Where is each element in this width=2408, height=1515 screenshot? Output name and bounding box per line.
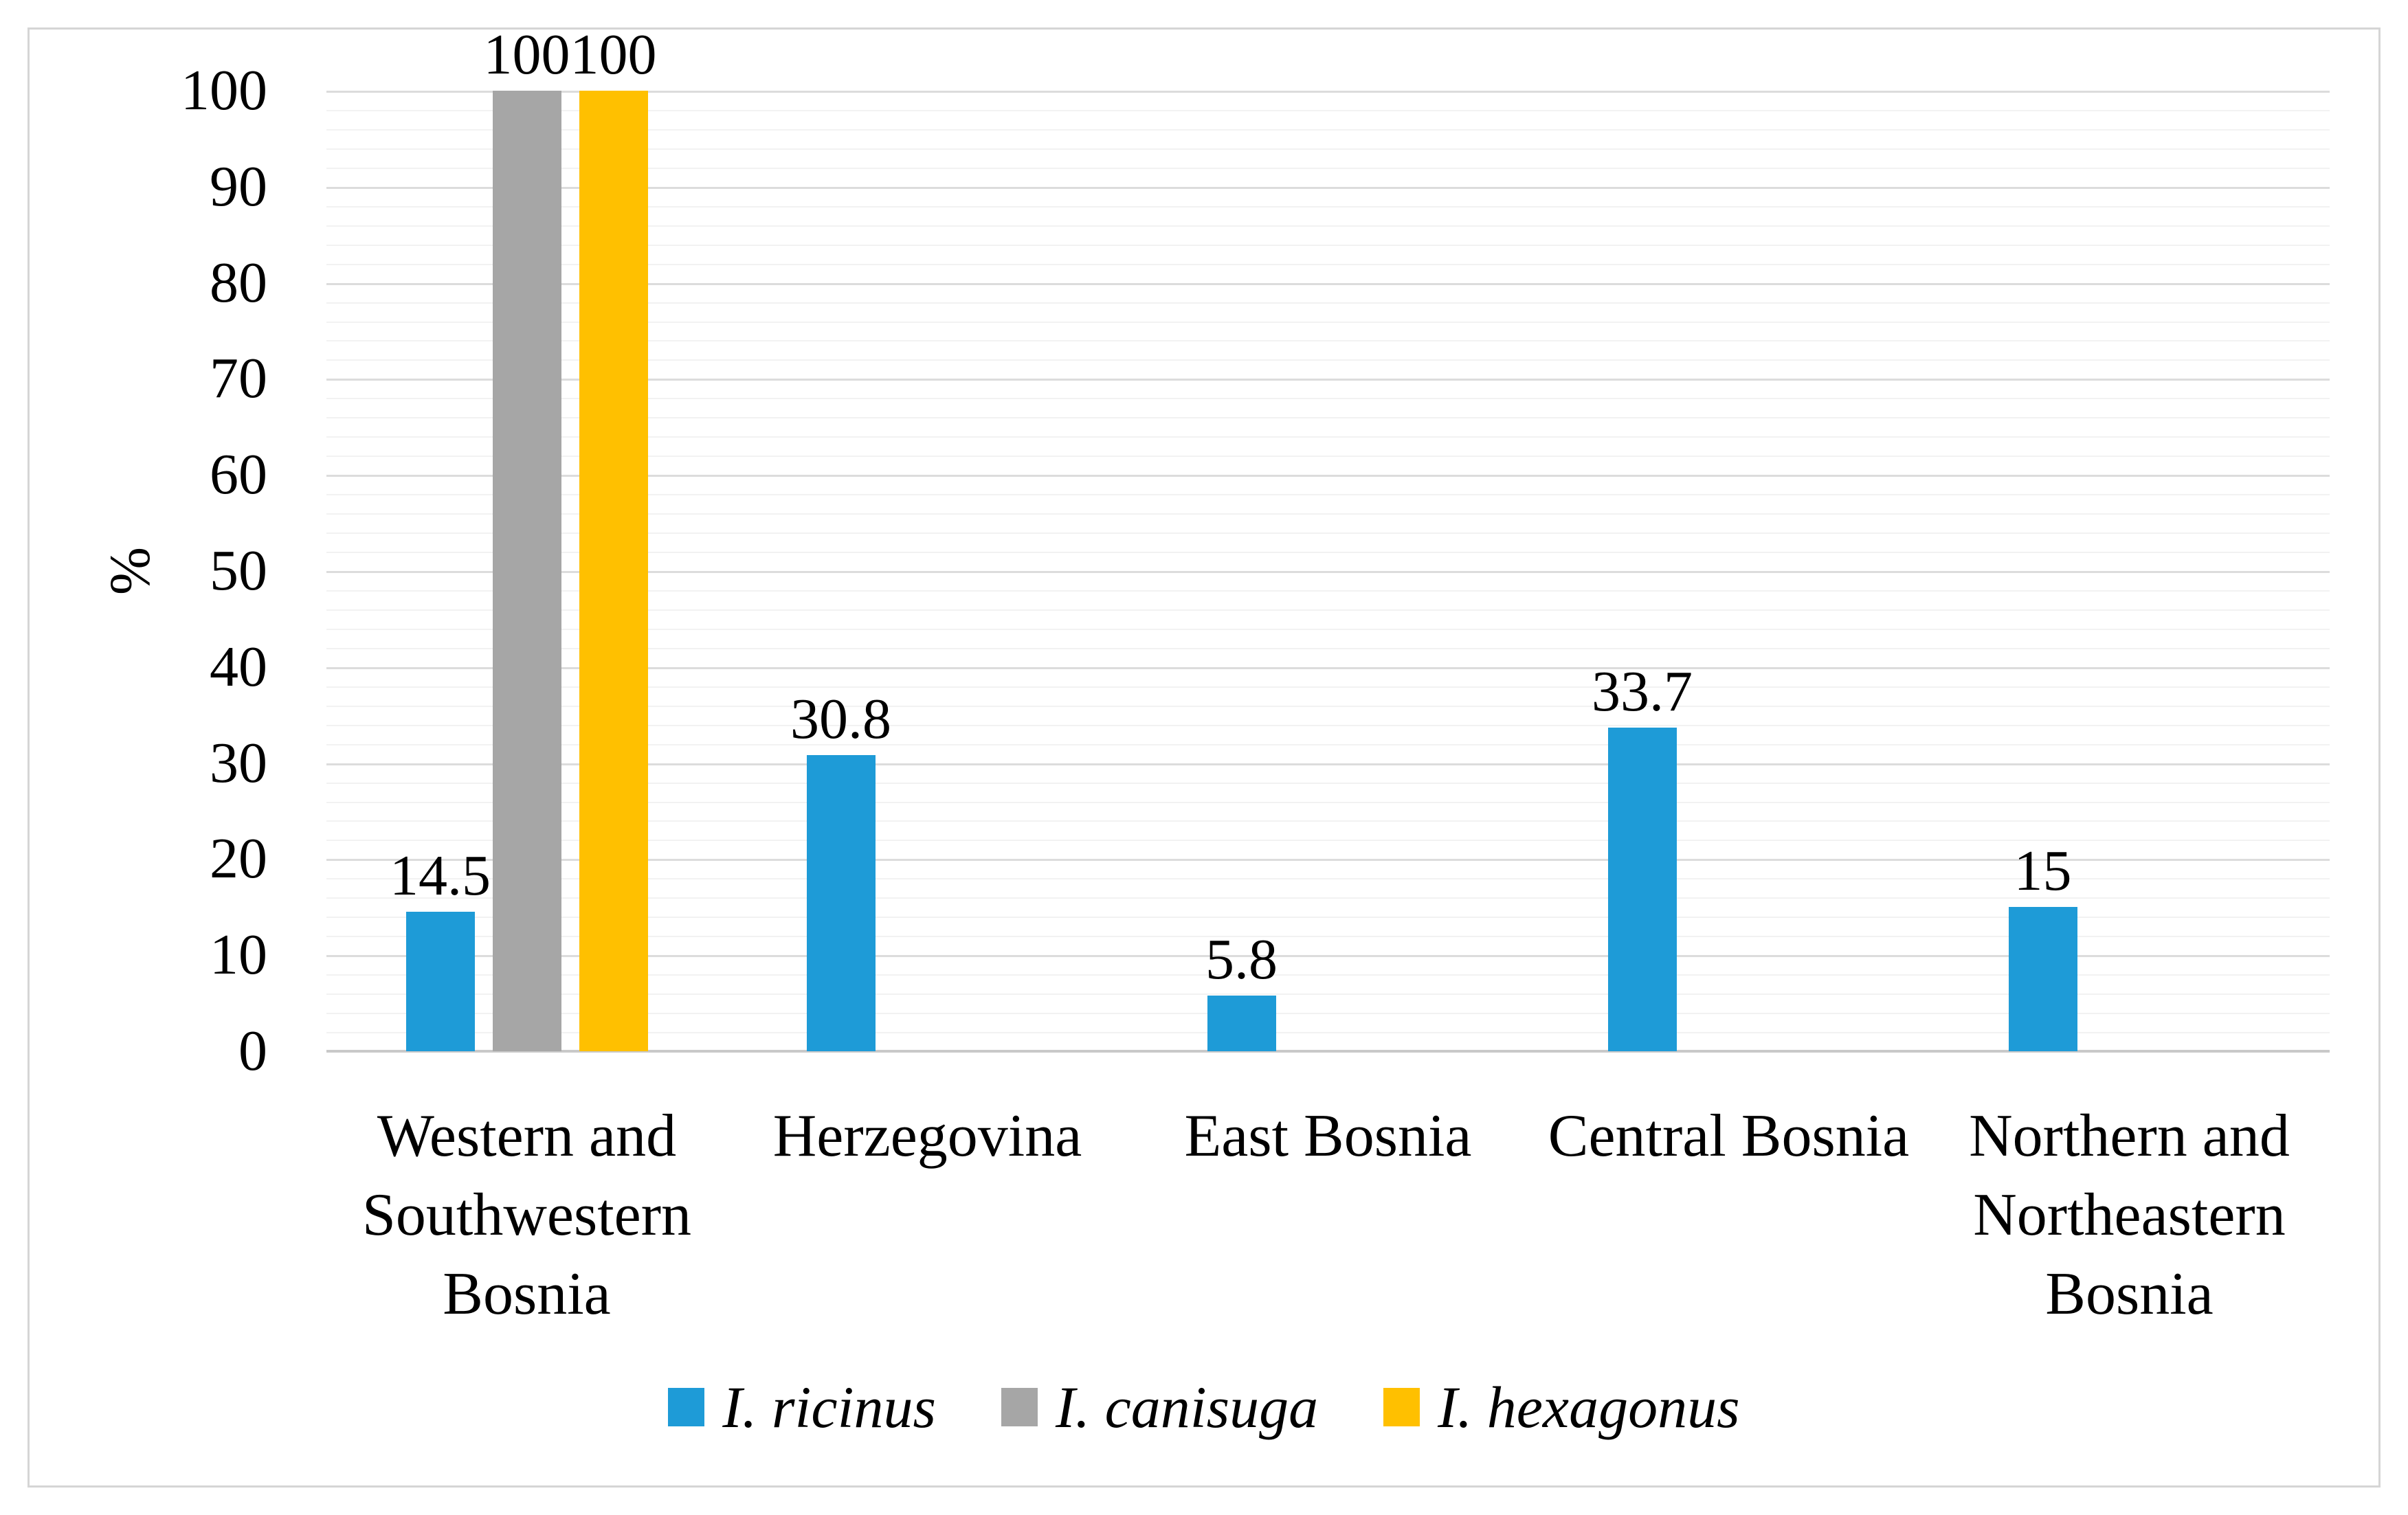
legend-item: I. hexagonus [1383, 1374, 1740, 1440]
bar [1607, 727, 1677, 1051]
legend-swatch-icon [668, 1388, 705, 1426]
bar-slot: 15 [2008, 91, 2077, 1051]
plot-area: 0 10 20 30 40 50 60 70 80 90 100 14.5 100 100 30.8 5.8… [181, 26, 2330, 1080]
bar-slot: 30.8 [790, 91, 891, 1051]
y-tick-label: 70 [210, 346, 267, 411]
legend-item: I. canisuga [1001, 1378, 1318, 1437]
legend-label: I. canisuga [1055, 1374, 1319, 1440]
y-tick-label: 0 [238, 1019, 267, 1083]
bar-value-label: 30.8 [790, 687, 891, 752]
category-label: East Bosnia [1184, 1103, 1472, 1169]
y-tick-label: 30 [210, 730, 267, 795]
y-tick-label: 10 [210, 923, 267, 987]
bar-slot [1381, 91, 1449, 1051]
category-column: 5.8 [1128, 91, 1528, 1051]
y-tick-label: 40 [210, 634, 267, 699]
bar-slot [1294, 91, 1363, 1051]
category-column: 15 [1929, 91, 2330, 1051]
bar [492, 91, 561, 1051]
category-column: 30.8 [727, 91, 1128, 1051]
bar [1207, 995, 1276, 1051]
bar-slot [893, 91, 962, 1051]
bar [806, 755, 876, 1051]
legend-item: I. ricinus [668, 1378, 936, 1437]
bars-layer: 14.5 100 100 30.8 5.8 33.7 15 [326, 26, 2330, 1051]
bar-value-label: 14.5 [390, 844, 491, 908]
bar-slot: 33.7 [1592, 91, 1693, 1051]
category-label: Western and Southwestern Bosnia [361, 1103, 692, 1327]
bar [579, 91, 648, 1051]
bar-slot [980, 91, 1049, 1051]
bar-value-label: 100 [570, 23, 657, 87]
bar-slot: 100 [570, 26, 657, 1051]
category-label: Herzegovina [772, 1103, 1082, 1169]
legend-label: I. hexagonus [1438, 1374, 1740, 1440]
bar-slot [1781, 91, 1850, 1051]
bar-value-label: 5.8 [1205, 927, 1278, 991]
bar [405, 912, 475, 1051]
bar-value-label: 15 [2014, 839, 2072, 904]
category-column: 33.7 [1528, 91, 1929, 1051]
bar-value-label: 100 [483, 23, 570, 87]
category-column: 14.5 100 100 [326, 26, 727, 1051]
bar-slot: 100 [484, 26, 570, 1051]
y-tick-label: 80 [210, 250, 267, 315]
bar-slot [2095, 91, 2164, 1051]
y-tick-label: 20 [210, 827, 267, 891]
legend-label: I. ricinus [722, 1374, 936, 1440]
legend: I. ricinus I. canisuga I. hexagonus [0, 1376, 2408, 1439]
y-axis-title: % [98, 547, 162, 595]
bar [2008, 907, 2077, 1051]
y-tick-label: 100 [181, 58, 267, 122]
y-tick-label: 50 [210, 539, 267, 603]
bar-slot: 5.8 [1205, 91, 1278, 1051]
bar-slot: 14.5 [390, 91, 491, 1051]
category-label: Northern and Northeastern Bosnia [1969, 1103, 2290, 1327]
y-tick-label: 60 [210, 442, 267, 507]
bar-slot [2182, 91, 2251, 1051]
bar-value-label: 33.7 [1592, 659, 1693, 723]
x-axis-line [326, 1050, 2330, 1053]
legend-swatch-icon [1001, 1388, 1038, 1426]
legend-swatch-icon [1383, 1388, 1420, 1426]
category-label: Central Bosnia [1548, 1103, 1910, 1169]
bar-slot [1695, 91, 1763, 1051]
y-tick-label: 90 [210, 154, 267, 218]
x-axis-category-labels: Western and Southwestern Bosnia Herzegovi… [326, 1097, 2330, 1334]
